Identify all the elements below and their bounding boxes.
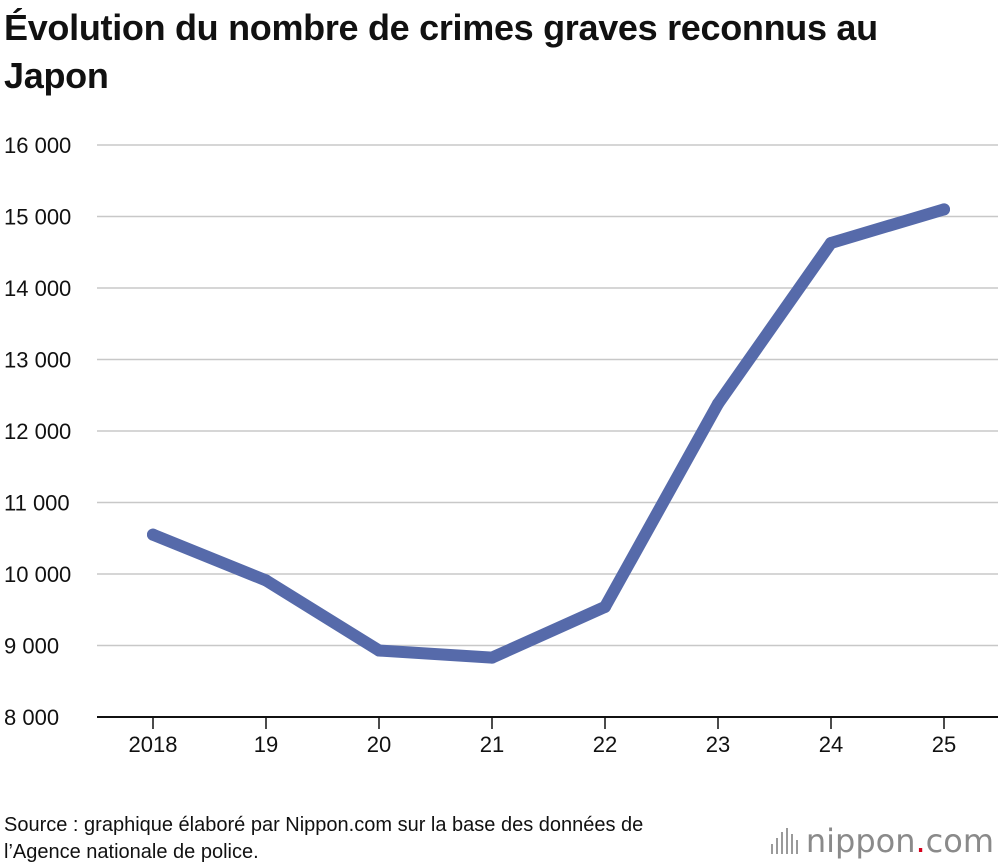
y-tick-label: 12 000: [4, 419, 71, 444]
x-tick-label: 22: [593, 732, 617, 757]
y-tick-label: 9 000: [4, 634, 59, 659]
data-point-22: [599, 600, 611, 613]
data-point-21: [486, 651, 498, 664]
y-tick-label: 11 000: [4, 491, 70, 516]
y-tick-label: 8 000: [4, 705, 59, 730]
y-tick-label: 10 000: [4, 562, 71, 587]
y-tick-label: 14 000: [4, 276, 71, 301]
data-point-25: [938, 203, 950, 216]
x-tick-label: 20: [367, 732, 391, 757]
nippon-logo: nippon.com: [770, 822, 994, 860]
data-point-2018: [147, 528, 159, 541]
y-tick-label: 16 000: [4, 133, 71, 158]
data-point-23: [712, 397, 724, 410]
y-axis-tick-labels: 8 000 9 000 10 000 11 000 12 000 13 000 14 000…: [4, 133, 71, 730]
logo-name: nippon: [805, 822, 916, 860]
x-tick-label: 23: [706, 732, 730, 757]
y-tick-label: 13 000: [4, 348, 71, 373]
series-layer: [147, 203, 950, 664]
x-tick-label: 19: [254, 732, 278, 757]
chart-title: Évolution du nombre de crimes graves rec…: [4, 7, 878, 96]
x-tick-label: 21: [480, 732, 504, 757]
data-point-19: [260, 574, 272, 587]
logo-dot: .: [915, 822, 926, 860]
x-tick-label: 24: [819, 732, 843, 757]
data-point-24: [825, 236, 837, 249]
source-note: Source : graphique élaboré par Nippon.co…: [4, 814, 644, 863]
series-line-0: [147, 203, 950, 664]
x-tick-label: 2018: [129, 732, 178, 757]
x-axis: 2018 19 20 21 22 23 24 25: [97, 716, 998, 757]
logo-tld: com: [925, 822, 994, 860]
grid-lines: [97, 144, 998, 647]
x-tick-label: 25: [932, 732, 956, 757]
y-tick-label: 15 000: [4, 205, 71, 230]
logo-mark-icon: [770, 828, 798, 854]
data-point-20: [373, 644, 385, 657]
